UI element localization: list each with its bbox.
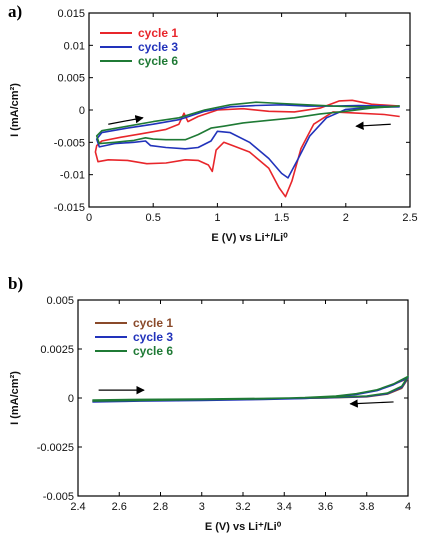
legend-entry: cycle 1 xyxy=(133,316,173,330)
x-axis-label: E (V) vs Li⁺/Li⁰ xyxy=(211,232,288,244)
legend-entry: cycle 1 xyxy=(138,26,178,40)
x-tick-label: 2.8 xyxy=(153,501,168,513)
series-line-cycle-6 xyxy=(92,375,409,402)
panel-label: b) xyxy=(8,274,23,293)
x-tick-label: 1.5 xyxy=(274,212,289,224)
sweep-direction-arrow xyxy=(355,121,391,130)
sweep-direction-arrow xyxy=(349,399,394,408)
y-tick-label: 0 xyxy=(68,393,74,405)
y-axis-label: I (mA/cm²) xyxy=(9,83,21,137)
series-line-cycle-1 xyxy=(94,99,400,198)
panel-label: a) xyxy=(8,2,22,21)
y-tick-label: -0.005 xyxy=(43,491,74,503)
x-tick-label: 0 xyxy=(86,212,92,224)
legend-entry: cycle 3 xyxy=(133,330,173,344)
x-tick-label: 1 xyxy=(214,212,220,224)
y-tick-label: 0.005 xyxy=(46,295,74,307)
x-tick-label: 3.8 xyxy=(359,501,374,513)
y-tick-label: 0.005 xyxy=(57,73,85,85)
x-tick-label: 2.4 xyxy=(70,501,85,513)
series-line-cycle-3 xyxy=(95,104,400,179)
y-axis-label: I (mA/cm²) xyxy=(9,371,21,425)
y-tick-label: 0 xyxy=(79,105,85,117)
y-tick-label: -0.005 xyxy=(54,137,85,149)
x-tick-label: 2 xyxy=(343,212,349,224)
series-line-cycle-6 xyxy=(95,101,400,145)
y-tick-label: -0.0025 xyxy=(37,442,74,454)
x-tick-label: 0.5 xyxy=(146,212,161,224)
x-axis-label: E (V) vs Li⁺/Li⁰ xyxy=(205,521,282,533)
y-tick-label: 0.0025 xyxy=(40,344,74,356)
chart-panel-b: b) 2.4 2.6 2.8 3 3.2 3.4 3.6 3.8 4 0.005 0.0025 0 -0.… xyxy=(8,274,411,533)
x-tick-label: 3.4 xyxy=(277,501,292,513)
x-tick-label: 3.6 xyxy=(318,501,333,513)
x-tick-label: 2.5 xyxy=(402,212,417,224)
legend-entry: cycle 3 xyxy=(138,40,178,54)
legend-entry: cycle 6 xyxy=(138,54,178,68)
chart-panel-a: a) 0 0.5 1 1.5 2 2.5 0.015 0.01 0.005 0 -0.005 -0.01… xyxy=(8,2,418,244)
x-tick-label: 3.2 xyxy=(235,501,250,513)
sweep-direction-arrow xyxy=(108,115,144,125)
y-tick-label: -0.01 xyxy=(60,170,85,182)
x-tick-label: 2.6 xyxy=(112,501,127,513)
y-tick-label: 0.01 xyxy=(64,40,85,52)
y-tick-label: -0.015 xyxy=(54,202,85,214)
y-tick-label: 0.015 xyxy=(57,8,85,20)
legend-entry: cycle 6 xyxy=(133,344,173,358)
x-tick-label: 3 xyxy=(199,501,205,513)
x-tick-label: 4 xyxy=(405,501,411,513)
